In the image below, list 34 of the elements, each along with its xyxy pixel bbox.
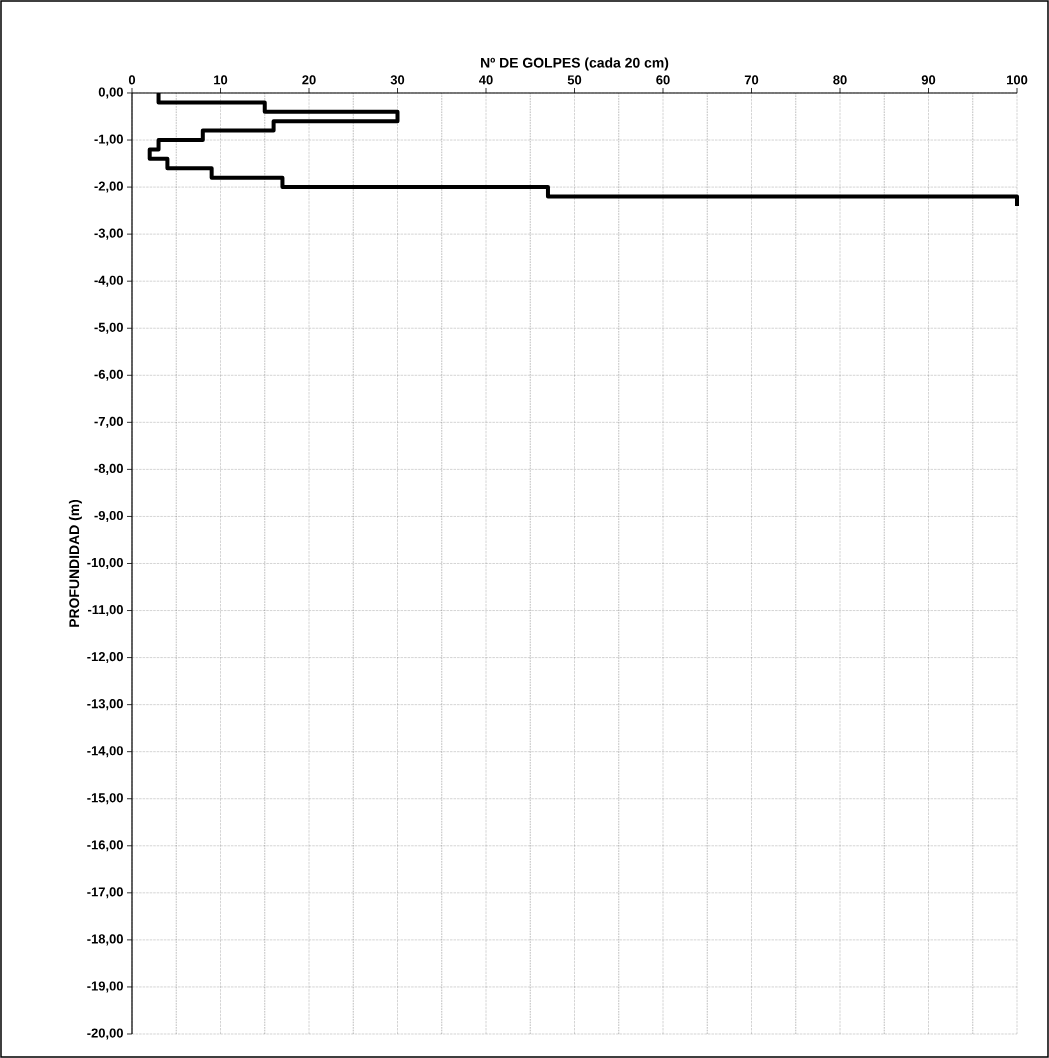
y-tick-label: -15,00: [87, 793, 123, 805]
x-tick-label: 30: [390, 75, 405, 85]
y-tick-label: -5,00: [94, 322, 123, 334]
x-tick-label: 60: [656, 75, 670, 85]
y-tick-label: -19,00: [87, 981, 123, 993]
x-tick-label: 20: [302, 75, 316, 85]
x-tick-label: 10: [214, 75, 228, 85]
x-tick-label: 0: [128, 75, 136, 85]
x-tick-label: 100: [1007, 75, 1028, 85]
x-tick-label: 80: [833, 75, 847, 85]
x-tick-label: 50: [567, 75, 582, 85]
y-tick-label: -7,00: [94, 416, 123, 428]
y-axis-title: PROFUNDIDAD (m): [68, 499, 82, 627]
y-tick-label: -14,00: [87, 746, 123, 758]
y-tick-label: -17,00: [87, 887, 123, 899]
y-tick-label: -8,00: [94, 463, 123, 475]
x-axis-title: Nº DE GOLPES (cada 20 cm): [481, 57, 669, 71]
y-tick-label: -2,00: [94, 181, 123, 193]
y-tick-label: -13,00: [87, 699, 123, 711]
x-tick-label: 40: [479, 75, 493, 85]
y-tick-label: -4,00: [94, 275, 123, 287]
y-tick-label: -16,00: [87, 840, 123, 852]
x-tick-label: 70: [744, 75, 759, 85]
y-tick-label: -9,00: [94, 510, 123, 522]
y-tick-label: -1,00: [94, 134, 123, 146]
y-tick-label: -3,00: [94, 228, 123, 240]
y-tick-label: -6,00: [94, 369, 123, 381]
y-tick-label: -10,00: [87, 557, 123, 570]
x-tick-label: 90: [921, 75, 936, 85]
y-tick-label: -12,00: [87, 652, 123, 664]
y-tick-label: -20,00: [87, 1028, 123, 1040]
y-tick-label: -11,00: [87, 605, 123, 617]
y-tick-label: 0,00: [98, 87, 123, 99]
y-tick-label: -18,00: [87, 934, 123, 946]
